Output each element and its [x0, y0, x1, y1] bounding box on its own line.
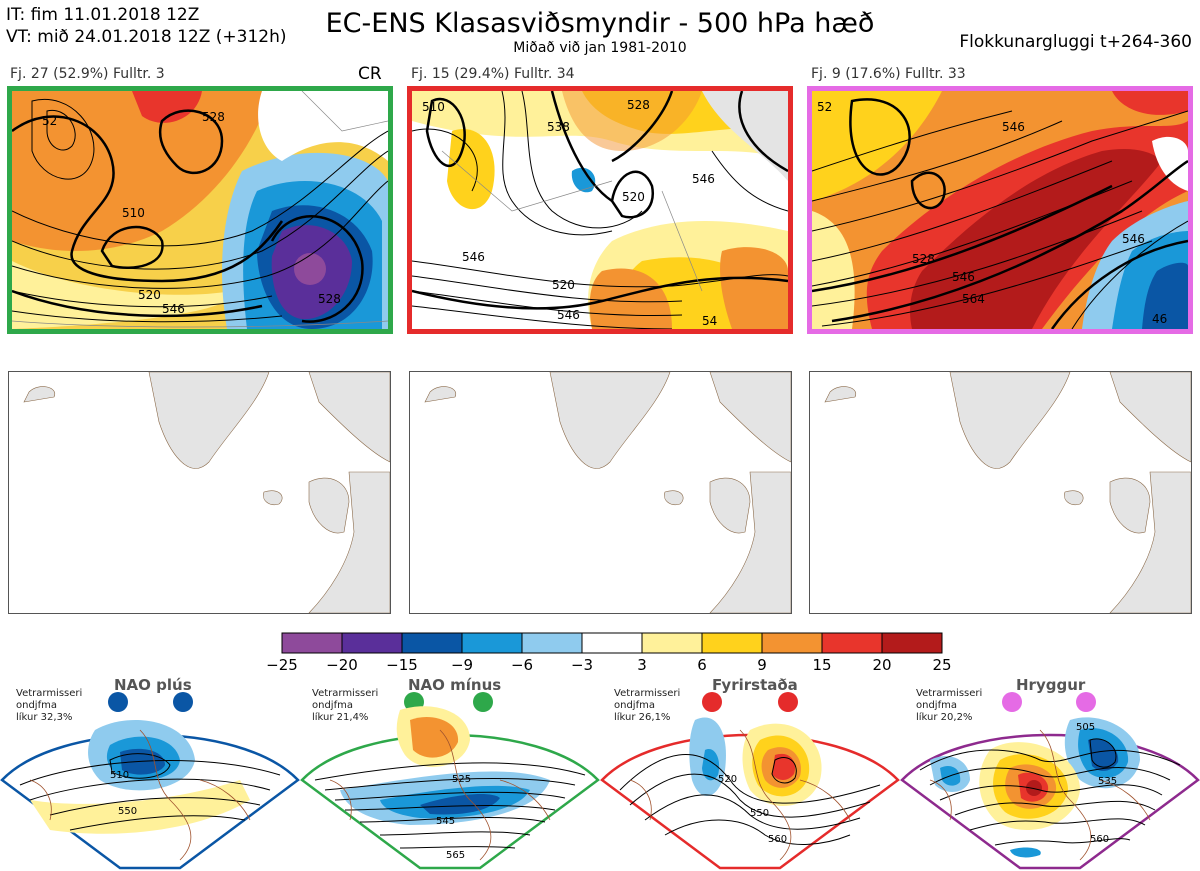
cluster-3-contour-label: 564: [962, 292, 985, 306]
colorbar-tick-label: −9: [450, 656, 474, 674]
colorbar-tick-label: 9: [757, 656, 767, 674]
regime-ridge: Hryggur Vetrarmisseri ondjfma líkur 20,2…: [900, 676, 1200, 871]
regime-contour-label: 520: [718, 774, 737, 785]
colorbar-tick-label: −20: [326, 656, 358, 674]
cluster-1-contour-label: 510: [122, 206, 145, 220]
cluster-3-map: 546 528 546 564 546 46 52: [807, 86, 1193, 334]
colorbar-swatch: [701, 632, 763, 654]
classification-window: Flokkunargluggi t+264-360: [959, 32, 1192, 52]
colorbar-swatch: [881, 632, 943, 654]
cluster-3-label: Fj. 9 (17.6%) Fulltr. 33: [811, 66, 966, 82]
regime-marker-icon: [108, 692, 128, 712]
cluster-2-contour-label: 520: [622, 190, 645, 204]
cluster-3-contour-label: 546: [1002, 120, 1025, 134]
colorbar: [280, 632, 944, 658]
regime-nao-minus: NAO mínus Vetrarmisseri ondjfma líkur 21…: [300, 676, 600, 871]
cluster-3-basemap: [809, 371, 1192, 614]
cluster-1-map: 510 528 520 546 528 52: [7, 86, 393, 334]
cluster-1-tag: CR: [358, 64, 382, 84]
regime-blocking: Fyrirstaða Vetrarmisseri ondjfma líkur 2…: [600, 676, 900, 871]
regime-contour-label: 565: [446, 850, 465, 861]
regime-contour-label: 560: [1090, 834, 1109, 845]
cluster-2-contour-label: 538: [547, 120, 570, 134]
cluster-2-contour-label: 546: [462, 250, 485, 264]
cluster-2-contour-label: 520: [552, 278, 575, 292]
regime-contour-label: 535: [1098, 776, 1117, 787]
colorbar-swatch: [401, 632, 463, 654]
colorbar-tick-label: 20: [872, 656, 892, 674]
page-subtitle: Miðað við jan 1981-2010: [513, 40, 687, 56]
colorbar-swatch: [461, 632, 523, 654]
regime-contour-label: 505: [1076, 722, 1095, 733]
colorbar-swatch: [281, 632, 343, 654]
regime-contour-label: 545: [436, 816, 455, 827]
cluster-2-label: Fj. 15 (29.4%) Fulltr. 34: [411, 66, 575, 82]
cluster-3-contour-label: 46: [1152, 312, 1167, 326]
page-title: EC-ENS Klasasviðsmyndir - 500 hPa hæð: [325, 8, 875, 39]
regime-info: Vetrarmisseri ondjfma líkur 32,3%: [16, 688, 83, 723]
regime-contour-label: 550: [118, 806, 137, 817]
regime-marker-icon: [473, 692, 493, 712]
colorbar-swatches: [281, 632, 943, 654]
colorbar-tick-label: 25: [932, 656, 952, 674]
initial-time: IT: fim 11.01.2018 12Z: [6, 5, 200, 25]
cluster-1-contour-label: 546: [162, 302, 185, 316]
cluster-2-contour-label: 54: [702, 314, 717, 328]
regime-name: Fyrirstaða: [712, 676, 798, 694]
header-info: IT: fim 11.01.2018 12Z VT: mið 24.01.201…: [6, 4, 287, 48]
cluster-1-contour-label: 528: [202, 110, 225, 124]
cluster-2-map: 510 520 528 546 546 538 520 546 54: [407, 86, 793, 334]
colorbar-swatch: [641, 632, 703, 654]
regime-contour-label: 560: [768, 834, 787, 845]
regime-name: NAO mínus: [408, 676, 502, 694]
colorbar-swatch: [761, 632, 823, 654]
regime-nao-plus: NAO plús Vetrarmisseri ondjfma líkur 32,…: [0, 676, 300, 871]
colorbar-swatch: [821, 632, 883, 654]
cluster-1-label: Fj. 27 (52.9%) Fulltr. 3: [10, 66, 165, 82]
cluster-1-contour-label: 528: [318, 292, 341, 306]
regime-info: Vetrarmisseri ondjfma líkur 26,1%: [614, 688, 681, 723]
cluster-3-contour-label: 546: [1122, 232, 1145, 246]
colorbar-tick-label: 15: [812, 656, 832, 674]
colorbar-tick-label: −25: [266, 656, 298, 674]
colorbar-tick-label: 3: [637, 656, 647, 674]
colorbar-tick-label: −3: [570, 656, 594, 674]
cluster-3-contour-label: 52: [817, 100, 832, 114]
regime-name: NAO plús: [114, 676, 192, 694]
cluster-1-contour-label: 520: [138, 288, 161, 302]
regime-marker-icon: [1076, 692, 1096, 712]
regime-name: Hryggur: [1016, 676, 1086, 694]
regime-marker-icon: [702, 692, 722, 712]
regime-info: Vetrarmisseri ondjfma líkur 21,4%: [312, 688, 379, 723]
cluster-2-contour-label: 528: [627, 98, 650, 112]
cluster-2-contour-label: 510: [422, 100, 445, 114]
cluster-1-basemap: [8, 371, 391, 614]
colorbar-tick-label: −15: [386, 656, 418, 674]
regime-marker-icon: [1002, 692, 1022, 712]
valid-time: VT: mið 24.01.2018 12Z (+312h): [6, 27, 287, 47]
regime-info: Vetrarmisseri ondjfma líkur 20,2%: [916, 688, 983, 723]
colorbar-tick-label: −6: [510, 656, 534, 674]
cluster-1-contour-label: 52: [42, 114, 57, 128]
colorbar-swatch: [521, 632, 583, 654]
regime-contour-label: 525: [452, 774, 471, 785]
cluster-3-contour-label: 546: [952, 270, 975, 284]
cluster-2-contour-label: 546: [557, 308, 580, 322]
colorbar-swatch: [341, 632, 403, 654]
regime-contour-label: 550: [750, 808, 769, 819]
regime-marker-icon: [778, 692, 798, 712]
colorbar-swatch: [581, 632, 643, 654]
cluster-2-basemap: [409, 371, 792, 614]
cluster-2-contour-label: 546: [692, 172, 715, 186]
regime-marker-icon: [173, 692, 193, 712]
cluster-3-contour-label: 528: [912, 252, 935, 266]
colorbar-tick-label: 6: [697, 656, 707, 674]
regime-contour-label: 510: [110, 770, 129, 781]
